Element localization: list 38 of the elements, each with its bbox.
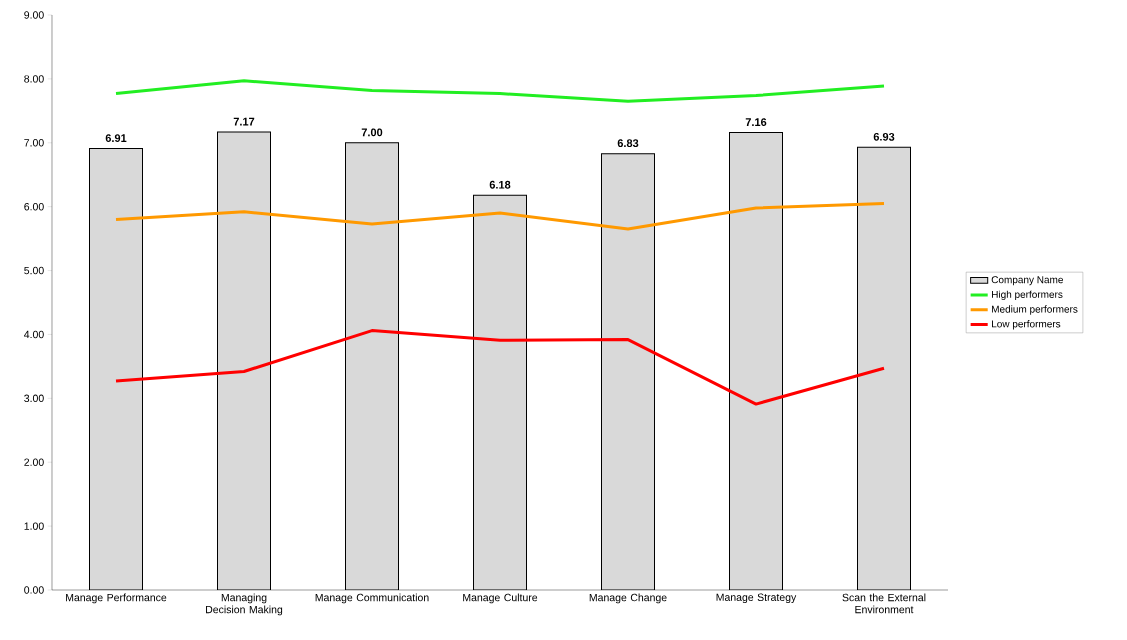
- bar: [473, 194, 528, 590]
- data-label: 6.91: [105, 134, 127, 142]
- y-tick-label: 7.00: [24, 139, 44, 147]
- bar: [857, 146, 912, 590]
- data-label: 7.17: [233, 117, 255, 126]
- y-tick-label: 8.00: [24, 75, 44, 83]
- data-label: 6.18: [489, 180, 511, 189]
- x-tick-label: Manage Culture: [463, 593, 538, 604]
- line-series: [114, 201, 886, 231]
- y-tick-label: 0.00: [24, 586, 44, 594]
- x-tick-label: Manage Strategy: [716, 593, 797, 604]
- bar: [217, 131, 271, 590]
- bar: [89, 148, 143, 590]
- bar: [345, 142, 399, 590]
- line-series: [114, 329, 886, 406]
- bar: [601, 153, 656, 590]
- x-tick-label: Manage Change: [589, 593, 667, 604]
- y-tick-label: 6.00: [24, 202, 44, 211]
- data-label: 7.00: [361, 128, 383, 137]
- bar: [729, 132, 784, 590]
- y-tick-label: 4.00: [24, 330, 44, 339]
- line-series: [114, 79, 886, 103]
- x-tick-label: Scan the External Environment: [842, 593, 926, 614]
- y-tick-label: 1.00: [24, 522, 44, 530]
- data-label: 6.93: [873, 132, 895, 141]
- legend-label: Company Name: [991, 276, 1063, 286]
- x-tick-label: Manage Performance: [66, 593, 167, 604]
- y-tick-label: 2.00: [24, 458, 44, 466]
- legend-label: Low performers: [992, 320, 1061, 330]
- legend-label: High performers: [992, 290, 1063, 300]
- data-label: 7.16: [745, 118, 767, 127]
- x-tick-label: Manage Communication: [315, 593, 429, 604]
- y-tick-label: 5.00: [24, 266, 44, 275]
- y-tick-label: 9.00: [24, 11, 44, 19]
- legend-label: Medium performers: [992, 305, 1078, 315]
- y-tick-label: 3.00: [24, 394, 44, 403]
- data-label: 6.83: [617, 139, 639, 148]
- x-tick-label: Managing Decision Making: [206, 593, 283, 616]
